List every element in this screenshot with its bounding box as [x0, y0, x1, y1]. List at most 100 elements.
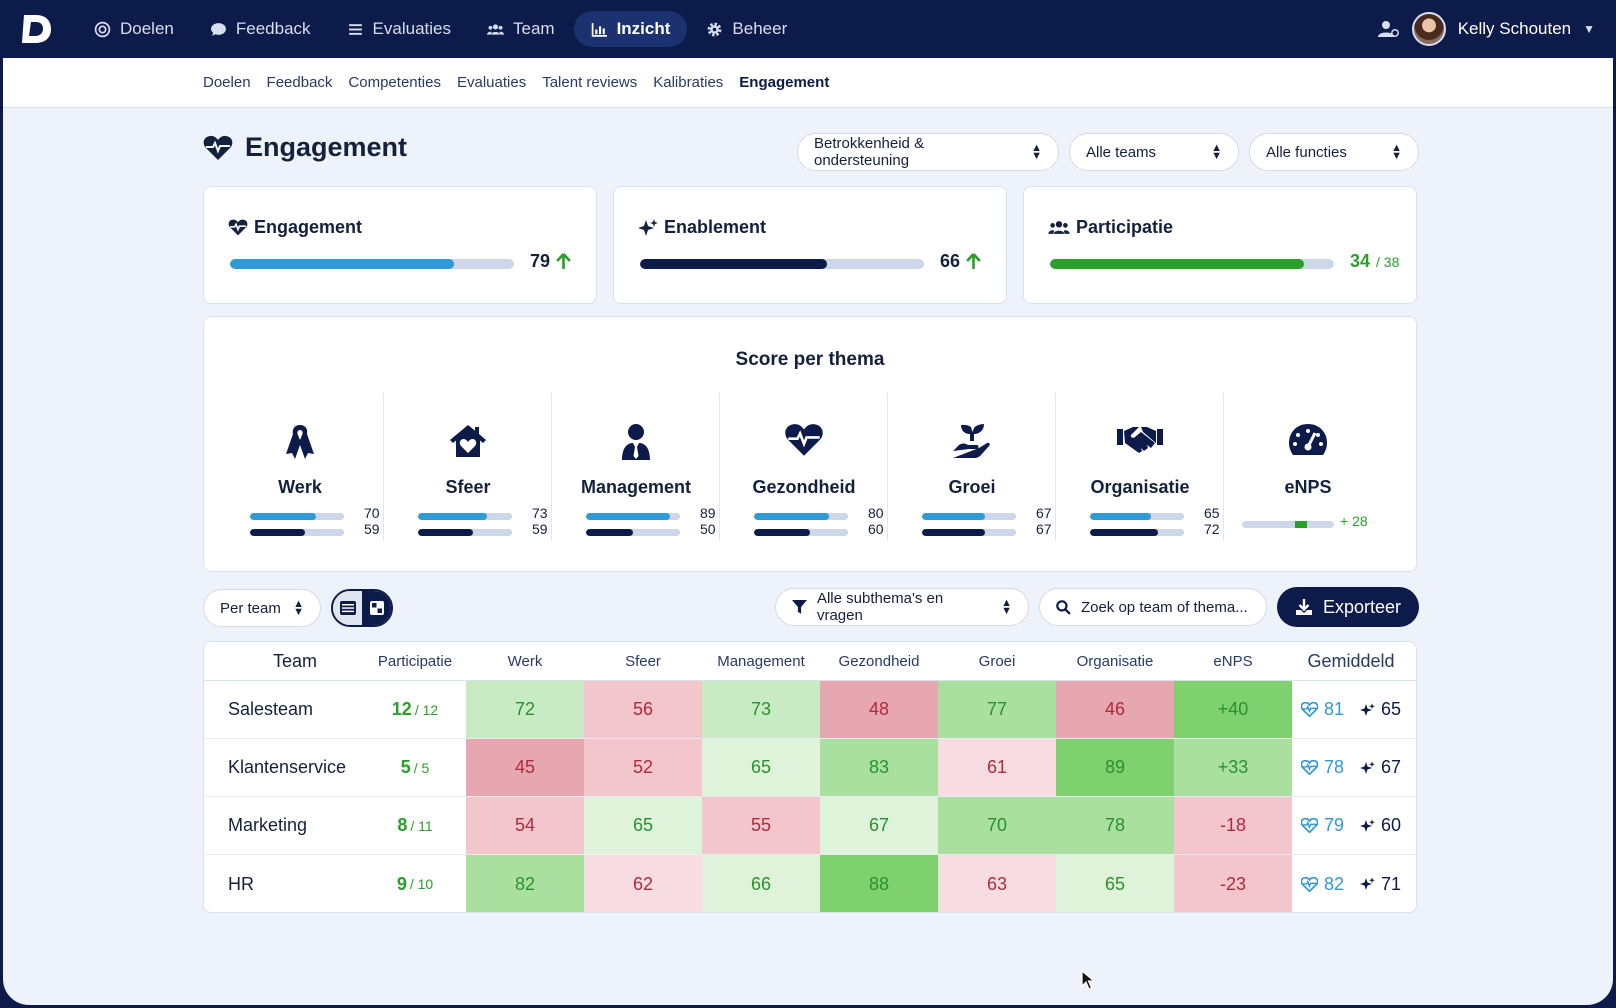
nav-evaluaties[interactable]: Evaluaties: [330, 11, 468, 47]
teams-select[interactable]: Alle teams ▲ ▼: [1069, 133, 1239, 171]
enablement-bar: [922, 529, 1016, 536]
score-cell[interactable]: 52: [584, 739, 702, 796]
score-cell[interactable]: 88: [820, 855, 938, 912]
nav-doelen[interactable]: Doelen: [77, 11, 191, 47]
theme-werk[interactable]: Werk 70 59: [216, 393, 384, 541]
participation-total: / 12: [414, 701, 439, 718]
score-cell[interactable]: 62: [584, 855, 702, 912]
theme-management[interactable]: Management 89 50: [552, 393, 720, 541]
seedling-hand-icon: [953, 424, 990, 458]
table-row[interactable]: Marketing 8/ 11 54 65 55 67 70 78 -18 79 60: [204, 797, 1416, 855]
header-gezondheid[interactable]: Gezondheid: [838, 652, 920, 670]
team-name[interactable]: Salesteam: [228, 699, 314, 719]
theme-organisatie[interactable]: Organisatie 65 72: [1056, 393, 1224, 541]
theme-name: eNPS: [1284, 477, 1332, 497]
user-settings-icon[interactable]: [1377, 20, 1400, 38]
filter-bar: Betrokkenheid & ondersteuning ▲ ▼ Alle te…: [797, 133, 1419, 171]
bar-fill: [754, 513, 830, 520]
header-gemiddeld[interactable]: Gemiddeld: [1307, 650, 1395, 671]
score-cell[interactable]: 66: [702, 855, 820, 912]
enablement-value: 59: [532, 521, 548, 537]
theme-gezondheid[interactable]: Gezondheid 80 60: [720, 393, 888, 541]
score-cell[interactable]: 77: [938, 681, 1056, 738]
score-cell[interactable]: 78: [1056, 797, 1174, 854]
header-management[interactable]: Management: [717, 652, 805, 670]
team-name[interactable]: HR: [228, 873, 254, 894]
group-by-select[interactable]: Per team ▲ ▼: [203, 589, 321, 627]
sort-icon: ▲ ▼: [1211, 142, 1222, 162]
header-participatie[interactable]: Participatie: [377, 652, 453, 670]
chevron-down-icon[interactable]: ▼: [1583, 22, 1595, 36]
engagement-bar: [922, 513, 1016, 520]
header-groei[interactable]: Groei: [978, 652, 1016, 670]
nav-team[interactable]: Team: [470, 11, 572, 47]
score-cell[interactable]: 56: [584, 681, 702, 738]
heatmap-view-button[interactable]: [362, 591, 391, 625]
theme-enps[interactable]: eNPS + 28: [1224, 393, 1392, 541]
heart-pulse-icon: [228, 219, 248, 236]
enablement-bar: [418, 529, 512, 536]
score-cell[interactable]: -18: [1174, 797, 1292, 854]
subnav-competenties[interactable]: Competenties: [348, 74, 441, 91]
avg-engagement: 82: [1323, 873, 1344, 894]
avatar[interactable]: [1411, 12, 1446, 46]
table-row[interactable]: Klantenservice 5/ 5 45 52 65 83 61 89 +33 78 67: [204, 739, 1416, 797]
score-cell[interactable]: 82: [466, 855, 584, 912]
kpi-progress-fill: [1050, 259, 1305, 269]
subnav-doelen[interactable]: Doelen: [203, 74, 251, 91]
score-cell[interactable]: 46: [1056, 681, 1174, 738]
header-werk[interactable]: Werk: [507, 652, 543, 670]
score-cell[interactable]: +33: [1174, 739, 1292, 796]
theme-sfeer[interactable]: Sfeer 73 59: [384, 393, 552, 541]
search-input[interactable]: Zoek op team of thema...: [1038, 588, 1267, 626]
header-organisatie[interactable]: Organisatie: [1076, 652, 1154, 670]
table-header: Team Participatie Werk Sfeer Management …: [204, 642, 1416, 681]
score-cell[interactable]: 48: [820, 681, 938, 738]
nav-feedback[interactable]: Feedback: [193, 11, 328, 47]
team-name[interactable]: Klantenservice: [228, 757, 347, 777]
subnav-kalibraties[interactable]: Kalibraties: [653, 74, 724, 91]
score-cell[interactable]: 63: [938, 855, 1056, 912]
score-cell[interactable]: 61: [938, 739, 1056, 796]
subtheme-filter[interactable]: Alle subthema's en vragen ▲ ▼: [774, 588, 1029, 626]
score-cell[interactable]: 73: [702, 681, 820, 738]
table-row[interactable]: Salesteam 12/ 12 72 56 73 48 77 46 +40 81 65: [204, 681, 1416, 739]
table-row[interactable]: HR 9/ 10 82 62 66 88 63 65 -23 82 71: [204, 855, 1416, 912]
subnav-evaluaties[interactable]: Evaluaties: [456, 74, 527, 91]
header-sfeer[interactable]: Sfeer: [625, 652, 661, 670]
user-name[interactable]: Kelly Schouten: [1457, 19, 1572, 38]
theme-groei[interactable]: Groei 67 67: [888, 393, 1056, 541]
user-area: Kelly Schouten ▼: [1377, 12, 1595, 46]
participation-count: 8: [397, 815, 408, 835]
header-team[interactable]: Team: [272, 650, 317, 671]
team-name[interactable]: Marketing: [228, 815, 308, 835]
heart-pulse-icon: [1300, 760, 1318, 775]
score-cell[interactable]: -23: [1174, 855, 1292, 912]
score-cell[interactable]: 45: [466, 739, 584, 796]
subnav-feedback[interactable]: Feedback: [266, 74, 333, 91]
score-cell[interactable]: 65: [702, 739, 820, 796]
score-cell[interactable]: 65: [1056, 855, 1174, 912]
score-cell[interactable]: 72: [466, 681, 584, 738]
score-cell[interactable]: 55: [702, 797, 820, 854]
participation-count: 9: [396, 873, 407, 894]
score-cell[interactable]: +40: [1174, 681, 1292, 738]
functies-select[interactable]: Alle functies ▲ ▼: [1249, 133, 1419, 171]
score-cell[interactable]: 54: [466, 797, 584, 854]
score-cell[interactable]: 70: [938, 797, 1056, 854]
table-view-button[interactable]: [333, 591, 362, 625]
app-logo[interactable]: [17, 10, 55, 48]
subnav-talent-reviews[interactable]: Talent reviews: [542, 74, 638, 91]
nav-inzicht[interactable]: Inzicht: [573, 11, 688, 47]
score-cell[interactable]: 65: [584, 797, 702, 854]
category-select[interactable]: Betrokkenheid & ondersteuning ▲ ▼: [797, 133, 1059, 171]
score-cell[interactable]: 67: [820, 797, 938, 854]
subnav-engagement[interactable]: Engagement: [739, 74, 830, 91]
nav-beheer[interactable]: Beheer: [689, 11, 804, 47]
score-cell[interactable]: 89: [1056, 739, 1174, 796]
engagement-bar: [1090, 513, 1184, 520]
header-enps[interactable]: eNPS: [1213, 652, 1253, 670]
engagement-table: Team Participatie Werk Sfeer Management …: [203, 641, 1417, 913]
score-cell[interactable]: 83: [820, 739, 938, 796]
export-button[interactable]: Exporteer: [1276, 587, 1419, 627]
